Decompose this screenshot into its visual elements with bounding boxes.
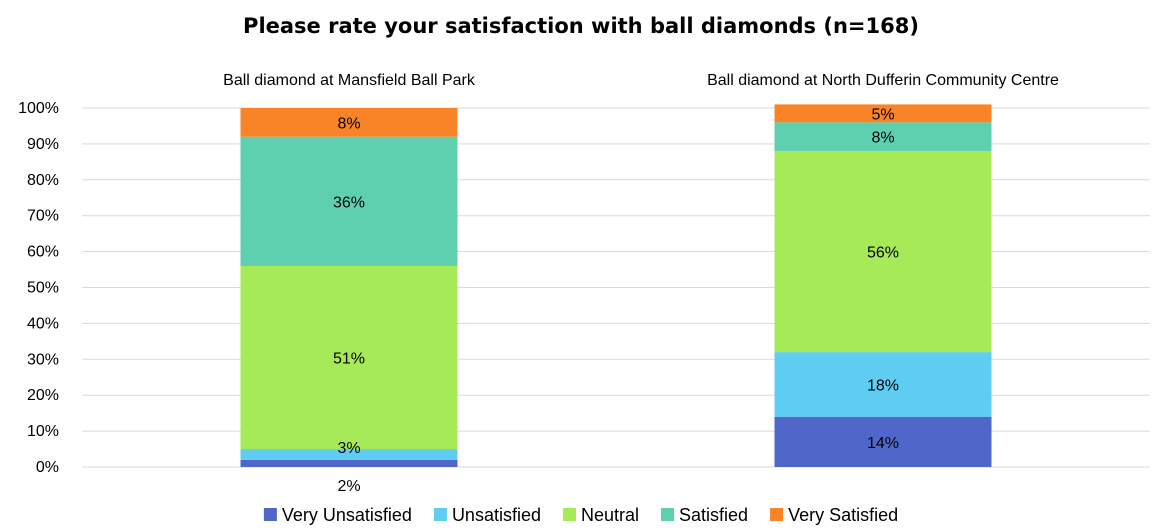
data-label: 14%	[867, 435, 899, 452]
legend-swatch	[562, 508, 576, 521]
y-tick-label: 0%	[36, 459, 59, 476]
bar-segment	[774, 122, 992, 152]
data-label: 36%	[333, 194, 365, 211]
bar-segment	[774, 104, 992, 123]
data-label: 18%	[867, 377, 899, 394]
y-tick-label: 100%	[18, 100, 59, 117]
bar-segment	[774, 352, 992, 417]
y-axis: 0% 10% 20% 30% 40% 50% 60% 70% 80% 90% 100%	[18, 100, 59, 476]
category-label: Ball diamond at North Dufferin Community…	[707, 72, 1059, 89]
bar-segment	[240, 265, 458, 450]
y-tick-label: 30%	[27, 351, 59, 368]
data-label: 56%	[867, 245, 899, 262]
y-tick-label: 50%	[27, 280, 59, 297]
bar-segment	[774, 416, 992, 467]
chart-title: Please rate your satisfaction with ball …	[243, 14, 919, 38]
bar-segment	[240, 449, 458, 460]
y-tick-label: 70%	[27, 208, 59, 225]
y-tick-label: 10%	[27, 423, 59, 440]
legend: Very Unsatisfied Unsatisfied Neutral Satisf…	[263, 505, 898, 525]
category-labels: Ball diamond at Mansfield Ball Park Ball …	[223, 72, 1059, 89]
data-label: 2%	[337, 478, 360, 495]
legend-label: Very Satisfied	[788, 505, 898, 525]
legend-swatch	[661, 508, 675, 521]
data-labels: 2% 3% 51% 36% 8% 14% 18% 56% 8% 5%	[333, 106, 899, 495]
legend-swatch	[770, 508, 784, 521]
legend-swatch	[263, 508, 277, 521]
data-label: 51%	[333, 351, 365, 368]
category-label: Ball diamond at Mansfield Ball Park	[223, 72, 476, 89]
y-tick-label: 60%	[27, 244, 59, 261]
bars	[240, 104, 992, 467]
legend-label: Unsatisfied	[452, 505, 541, 525]
legend-label: Neutral	[581, 505, 639, 525]
bar-segment	[240, 136, 458, 266]
data-label: 5%	[871, 106, 894, 123]
y-tick-label: 20%	[27, 387, 59, 404]
bar-segment	[240, 108, 458, 137]
data-label: 8%	[871, 130, 894, 147]
data-label: 8%	[337, 115, 360, 132]
legend-label: Satisfied	[679, 505, 748, 525]
data-label: 3%	[337, 440, 360, 457]
legend-swatch	[433, 508, 447, 521]
y-tick-label: 80%	[27, 172, 59, 189]
bar-segment	[240, 459, 458, 467]
y-tick-label: 90%	[27, 136, 59, 153]
bar-segment	[774, 151, 992, 353]
legend-label: Very Unsatisfied	[282, 505, 412, 525]
y-tick-label: 40%	[27, 315, 59, 332]
